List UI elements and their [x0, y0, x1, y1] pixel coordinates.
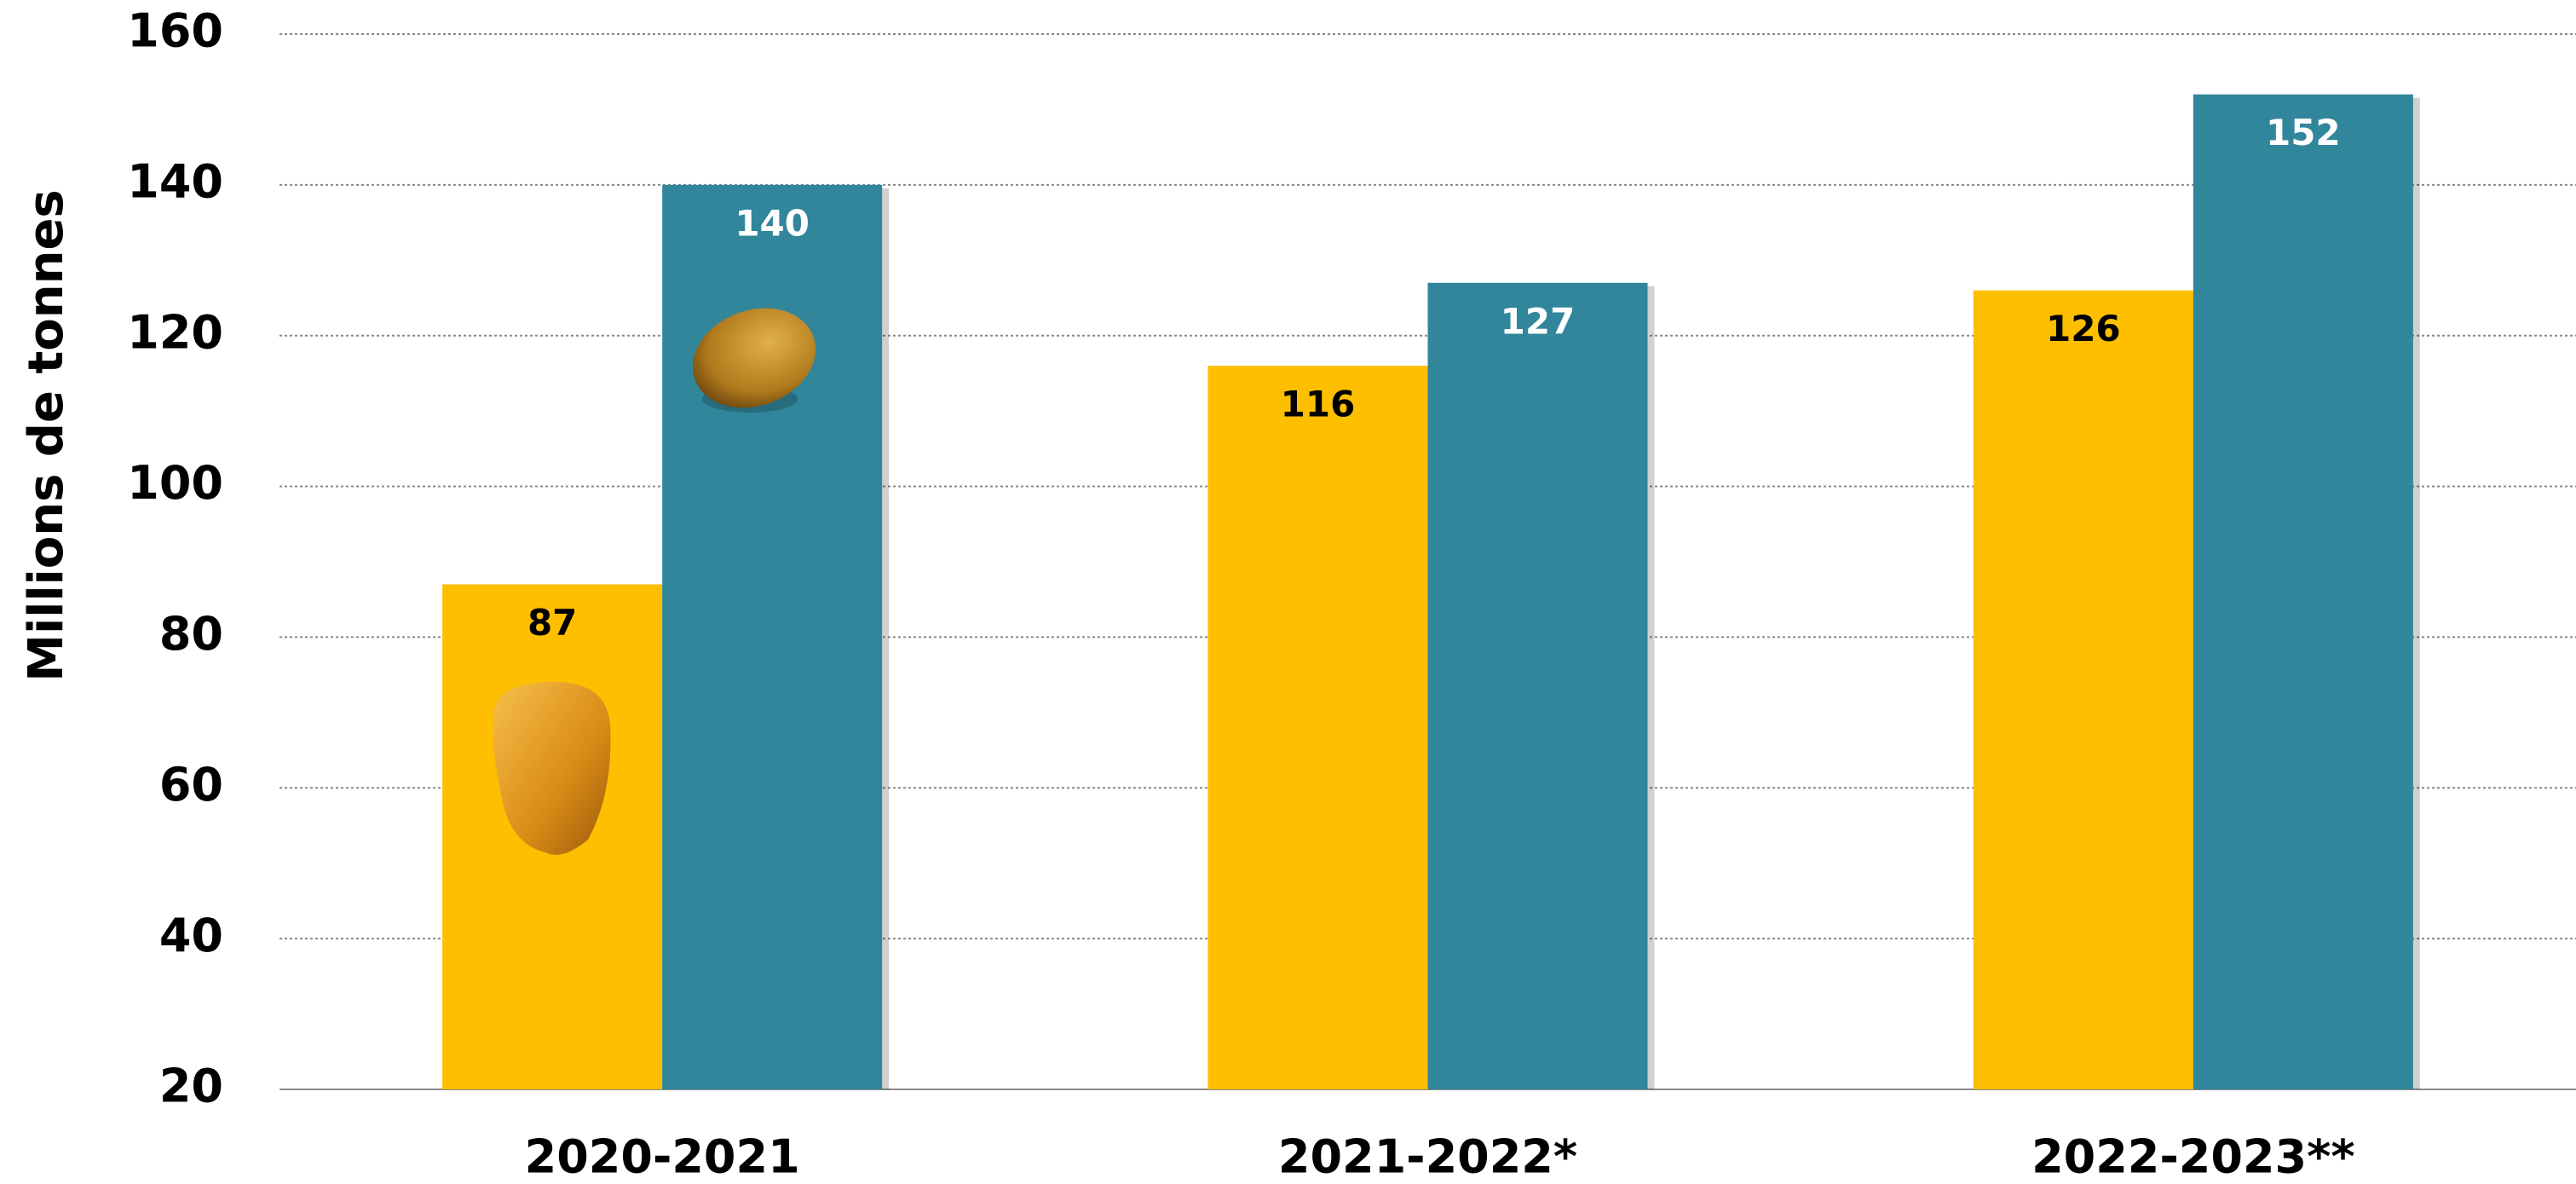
bar [2193, 94, 2413, 1089]
soy-bean [692, 308, 816, 408]
value-label: 127 [1501, 300, 1576, 342]
corn-kernel [493, 682, 611, 855]
decorations [493, 308, 816, 855]
y-tick-label: 120 [127, 305, 223, 359]
value-label: 87 [527, 602, 577, 644]
y-tick-label: 40 [159, 909, 223, 962]
y-tick-label: 100 [127, 456, 223, 510]
value-label: 116 [1281, 384, 1356, 425]
y-tick-label: 140 [127, 154, 223, 208]
x-tick-label: 2022-2023** [2031, 1130, 2354, 1184]
value-label: 140 [735, 202, 810, 244]
y-tick-label: 20 [159, 1060, 223, 1113]
y-tick-label: 80 [159, 607, 223, 661]
x-tick-label: 2021-2022* [1278, 1130, 1577, 1184]
labels: 20 40 60 80 100 120 140 160 2020-2021 87 140 2021-2… [127, 4, 2354, 1184]
bar [1427, 282, 1648, 1089]
y-axis-title: Millions de tonnes [19, 189, 74, 682]
bar [1973, 290, 2193, 1090]
y-tick-label: 160 [127, 4, 223, 58]
value-label: 152 [2266, 112, 2341, 153]
x-tick-label: 2020-2021 [525, 1130, 800, 1184]
bar [1207, 366, 1428, 1090]
y-tick-label: 60 [159, 758, 223, 811]
value-label: 126 [2046, 308, 2121, 349]
